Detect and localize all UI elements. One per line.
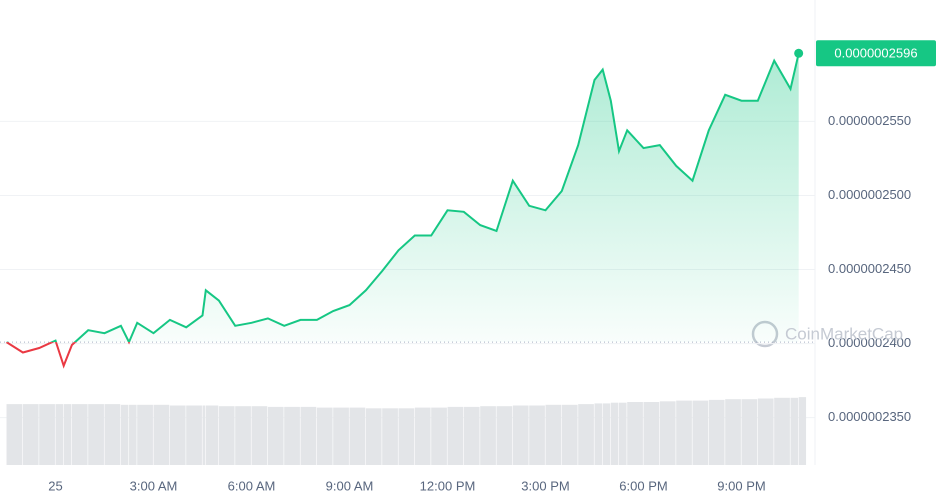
volume-bar xyxy=(235,406,251,465)
x-tick-label: 25 xyxy=(48,478,62,493)
y-tick-label: 0.0000002550 xyxy=(828,113,911,128)
volume-bar xyxy=(349,407,366,465)
volume-bar xyxy=(129,404,137,465)
y-tick-label: 0.0000002500 xyxy=(828,187,911,202)
x-tick-label: 3:00 PM xyxy=(521,478,569,493)
volume-bar xyxy=(55,404,64,465)
volume-bar xyxy=(676,400,692,465)
volume-bar xyxy=(692,400,709,465)
volume-bar xyxy=(774,397,790,465)
volume-bar xyxy=(104,404,121,465)
volume-bar xyxy=(398,408,415,465)
line-up xyxy=(6,53,800,343)
volume-bar xyxy=(512,405,529,465)
volume-bar xyxy=(798,397,807,465)
volume-bar xyxy=(39,404,55,465)
volume-bar xyxy=(529,405,545,465)
volume-bar xyxy=(708,399,725,465)
volume-bar xyxy=(251,406,268,465)
volume-bar xyxy=(284,406,300,465)
line-down xyxy=(5,342,131,369)
y-tick-label: 0.0000002350 xyxy=(828,409,911,424)
volume-bar xyxy=(365,408,382,465)
volume-bar xyxy=(6,404,23,465)
volume-bar xyxy=(627,402,643,465)
x-tick-label: 6:00 PM xyxy=(619,478,667,493)
volume-bar xyxy=(267,406,284,465)
volume-bar xyxy=(659,401,676,465)
volume-bar xyxy=(414,407,431,465)
volume-bar xyxy=(186,405,202,465)
volume-bar xyxy=(545,404,562,465)
volume-bar xyxy=(741,399,758,465)
volume-bar xyxy=(594,403,603,465)
volume-bar xyxy=(88,404,104,465)
x-tick-label: 6:00 AM xyxy=(228,478,276,493)
volume-bar xyxy=(153,404,170,465)
volume-bar xyxy=(619,402,627,465)
volume-bar xyxy=(120,404,129,465)
volume-bar xyxy=(169,405,186,465)
volume-bar xyxy=(496,406,513,465)
volume-bar xyxy=(333,407,349,465)
last-point xyxy=(794,48,804,58)
volume-bar xyxy=(561,404,578,465)
volume-bar xyxy=(218,406,235,465)
volume-bar xyxy=(316,407,333,465)
y-tick-label: 0.0000002450 xyxy=(828,261,911,276)
volume-bar xyxy=(757,398,774,465)
volume-bar xyxy=(431,407,447,465)
volume-bar xyxy=(725,399,741,465)
price-tag xyxy=(816,40,936,67)
volume-bar xyxy=(578,404,594,465)
x-tick-label: 12:00 PM xyxy=(420,478,476,493)
volume-bar xyxy=(22,404,39,465)
x-tick-label: 3:00 AM xyxy=(130,478,178,493)
volume-bar xyxy=(643,402,660,465)
volume-bar xyxy=(463,406,480,465)
volume-bar xyxy=(480,406,496,465)
x-tick-label: 9:00 AM xyxy=(326,478,374,493)
volume-bar xyxy=(205,405,219,465)
watermark: CoinMarketCap xyxy=(785,324,903,343)
volume-bar xyxy=(63,404,72,465)
area xyxy=(52,53,799,343)
volume-bar xyxy=(71,404,88,465)
volume-bar xyxy=(790,397,799,465)
volume-bar xyxy=(602,403,611,465)
x-tick-label: 9:00 PM xyxy=(717,478,765,493)
y-tick-label: 0.0000002400 xyxy=(828,335,911,350)
volume-bar xyxy=(447,406,464,465)
volume-bar xyxy=(202,405,206,465)
price-tag-label: 0.0000002596 xyxy=(834,46,917,61)
volume-bar xyxy=(300,406,317,465)
volume-bar xyxy=(382,408,398,465)
volume-bar xyxy=(137,404,153,465)
volume-bar xyxy=(610,402,619,465)
